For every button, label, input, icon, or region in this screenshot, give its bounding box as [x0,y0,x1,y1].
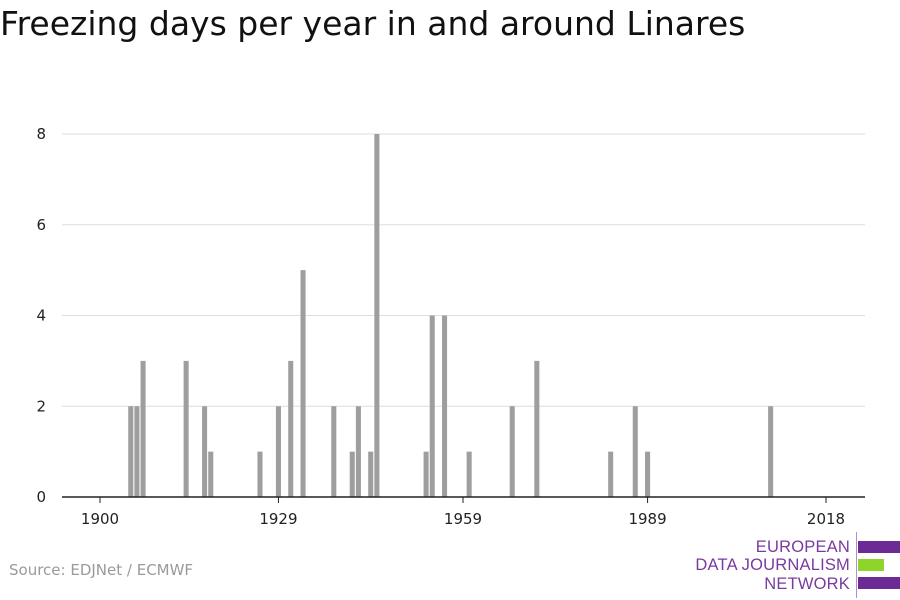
y-tick-label: 2 [36,397,46,415]
bar-2009 [768,406,774,497]
bar-1906 [134,406,140,497]
axes: 0 2 4 6 8 1900 1929 1959 1989 2018 [36,125,865,528]
logo-text-line-3: NETWORK [764,575,850,593]
bar-1926 [257,451,263,498]
bar-1942 [355,406,361,497]
bar-1956 [442,315,448,497]
x-tick-label: 2018 [807,510,845,528]
bar-1907 [140,360,146,498]
bar-1960 [466,451,472,498]
logo-text-line-2: DATA JOURNALISM [695,556,850,574]
x-tick-label: 1900 [81,510,119,528]
bar-1929 [275,406,281,497]
bars [128,134,774,498]
logo-bar-3 [858,577,900,589]
bar-1953 [423,451,429,498]
bar-1918 [208,451,214,498]
bar-1917 [202,406,208,497]
x-tick-label: 1989 [628,510,666,528]
bar-1933 [300,270,306,498]
edjnet-logo: EUROPEAN DATA JOURNALISM NETWORK [695,530,900,600]
chart-title: Freezing days per year in and around Lin… [0,4,746,43]
x-tick-label: 1929 [259,510,297,528]
bar-1938 [331,406,337,497]
bar-1967 [509,406,515,497]
logo-bar-2 [858,559,884,571]
bar-1954 [429,315,435,497]
y-tick-label: 8 [36,125,46,143]
y-tick-label: 6 [36,216,46,234]
bar-1983 [608,451,614,498]
bar-1971 [534,360,540,498]
bar-1989 [645,451,651,498]
logo-divider [856,532,857,598]
y-tick-label: 4 [36,307,46,325]
bar-1987 [632,406,638,497]
bar-1944 [368,451,374,498]
y-tick-label: 0 [36,488,46,506]
x-tick-label: 1959 [444,510,482,528]
grid-lines [62,133,865,407]
bar-1905 [128,406,134,497]
bar-1931 [288,360,294,498]
bar-1945 [374,134,380,497]
bar-1914 [183,360,189,498]
bar-1941 [349,451,355,498]
source-note: Source: EDJNet / ECMWF [9,561,194,579]
logo-text-line-1: EUROPEAN [755,538,850,556]
logo-bar-1 [858,541,900,553]
